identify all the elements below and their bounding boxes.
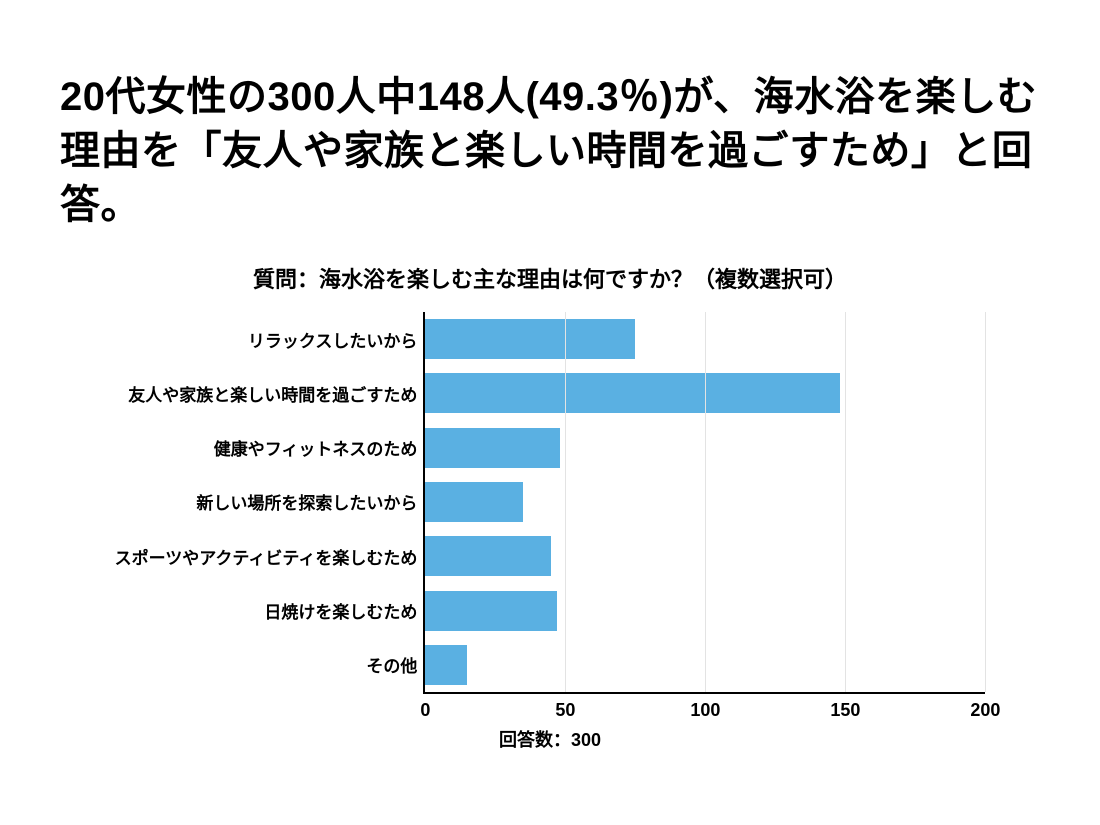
chart-title: 質問：海水浴を楽しむ主な理由は何ですか？（複数選択可） <box>253 262 847 294</box>
y-label: 新しい場所を探索したいから <box>196 475 417 529</box>
y-axis-labels: リラックスしたいから 友人や家族と楽しい時間を過ごすため 健康やフィットネスのた… <box>115 312 424 692</box>
y-label: 日焼けを楽しむため <box>264 584 417 638</box>
slide: 20代女性の300人中148人(49.3％)が、海水浴を楽しむ理由を「友人や家族… <box>0 0 1100 825</box>
plot-area <box>423 312 985 694</box>
x-tick-label: 200 <box>970 700 1000 721</box>
x-tick-label: 150 <box>830 700 860 721</box>
chart: リラックスしたいから 友人や家族と楽しい時間を過ごすため 健康やフィットネスのた… <box>115 312 986 724</box>
bar <box>425 482 523 522</box>
gridline <box>705 312 706 692</box>
gridline <box>845 312 846 692</box>
y-label: その他 <box>366 638 417 692</box>
gridline <box>565 312 566 692</box>
gridline <box>985 312 986 692</box>
x-tick-label: 100 <box>690 700 720 721</box>
bar <box>425 591 557 631</box>
chart-area: 質問：海水浴を楽しむ主な理由は何ですか？（複数選択可） リラックスしたいから 友… <box>60 262 1040 752</box>
y-label: 健康やフィットネスのため <box>214 421 418 475</box>
headline: 20代女性の300人中148人(49.3％)が、海水浴を楽しむ理由を「友人や家族… <box>60 70 1040 232</box>
bar <box>425 645 467 685</box>
bar <box>425 319 635 359</box>
x-tick-label: 50 <box>555 700 575 721</box>
bar <box>425 373 839 413</box>
x-axis: 050100150200 <box>425 694 985 724</box>
y-label: スポーツやアクティビティを楽しむため <box>115 529 418 583</box>
y-label: リラックスしたいから <box>248 312 418 366</box>
chart-footer: 回答数：300 <box>499 726 601 752</box>
x-tick-label: 0 <box>420 700 430 721</box>
plot-wrapper: 050100150200 <box>423 312 985 724</box>
bar <box>425 536 551 576</box>
bar <box>425 428 559 468</box>
y-label: 友人や家族と楽しい時間を過ごすため <box>128 366 417 420</box>
